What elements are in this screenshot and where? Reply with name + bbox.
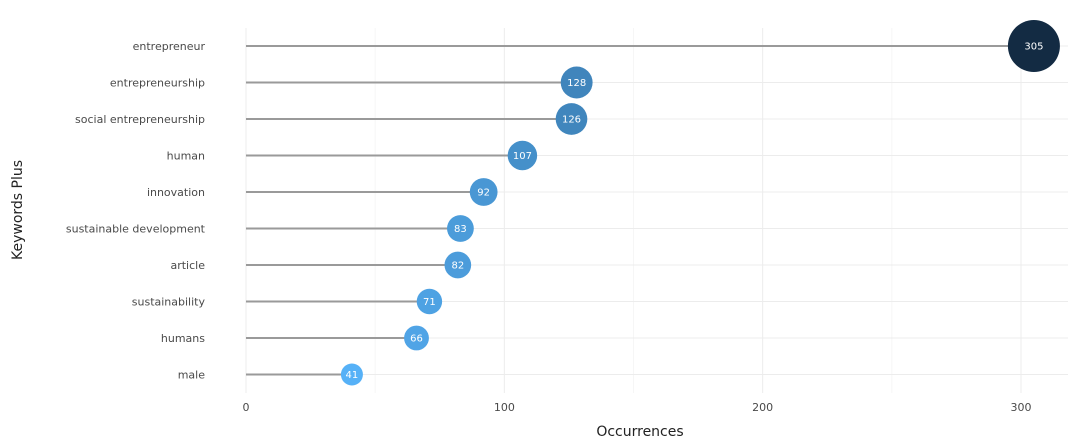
value-label: 71	[423, 297, 436, 308]
category-label: innovation	[147, 186, 205, 199]
value-label: 107	[513, 151, 532, 162]
dot	[340, 363, 363, 386]
value-label: 126	[562, 115, 581, 126]
category-label: entrepreneur	[133, 40, 206, 53]
dot	[469, 178, 498, 206]
category-label: sustainability	[132, 296, 206, 309]
category-label: human	[167, 150, 205, 163]
dot	[1007, 20, 1060, 72]
dot	[507, 140, 538, 171]
category-label: male	[178, 369, 206, 382]
category-label: humans	[161, 332, 205, 345]
x-tick-label: 0	[243, 401, 250, 414]
dot	[444, 251, 472, 279]
dot	[404, 325, 429, 351]
y-axis-title: Keywords Plus	[10, 160, 26, 260]
category-labels: entrepreneur entrepreneurship social entre…	[66, 40, 206, 382]
category-label: sustainable development	[66, 223, 206, 236]
dot	[447, 215, 474, 242]
category-label: entrepreneurship	[110, 77, 205, 90]
x-tick-labels: 0 100 200 300	[243, 401, 1032, 414]
category-label: social entrepreneurship	[75, 113, 205, 126]
x-tick-label: 200	[752, 401, 773, 414]
value-label: 41	[346, 370, 359, 381]
value-label: 83	[454, 224, 467, 235]
dot	[560, 66, 593, 99]
value-label: 92	[477, 188, 490, 199]
stems	[246, 45, 1034, 376]
x-tick-label: 300	[1011, 401, 1032, 414]
value-label: 128	[567, 78, 586, 89]
dots: 305 128 126 107 92 83 82 71 66 41	[340, 20, 1060, 386]
x-tick-label: 100	[494, 401, 515, 414]
dot	[555, 103, 588, 135]
category-label: article	[170, 259, 205, 272]
dot	[416, 288, 443, 315]
value-label: 305	[1024, 42, 1043, 53]
x-axis-title: Occurrences	[596, 424, 683, 437]
value-label: 66	[410, 334, 423, 345]
value-label: 82	[451, 261, 464, 272]
